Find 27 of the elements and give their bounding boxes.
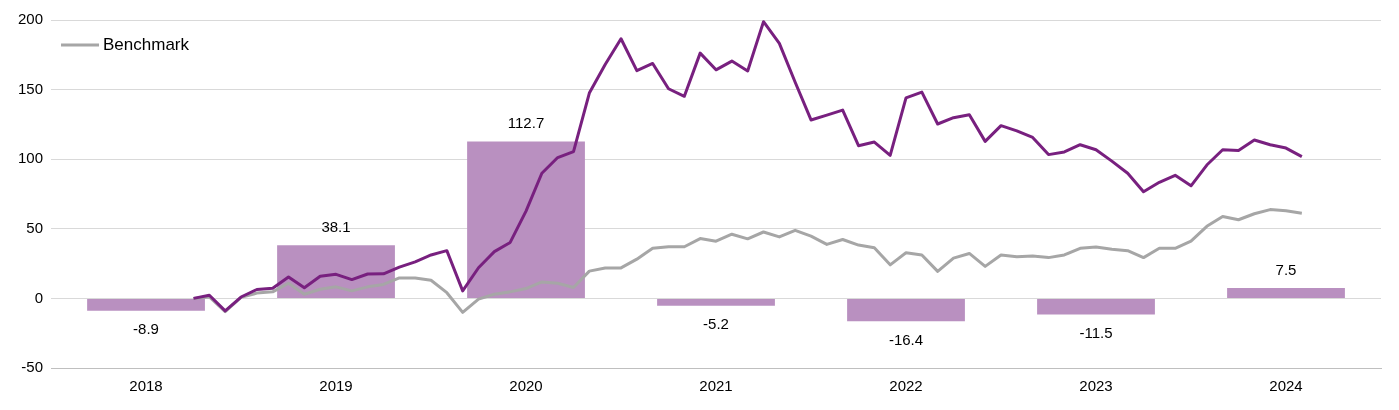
bar [657,298,775,306]
data-label: -11.5 [1079,324,1113,342]
data-label: -5.2 [703,315,729,333]
bar [1227,287,1345,298]
x-tick-label: 2021 [699,377,733,395]
y-tick-label: 200 [18,10,44,28]
y-tick-label: 100 [18,149,44,167]
y-tick-label: 50 [26,218,44,236]
data-label: 7.5 [1275,260,1297,278]
data-label: 38.1 [321,218,351,236]
x-tick-label: 2019 [319,377,353,395]
data-label: -16.4 [888,330,924,348]
x-tick-label: 2023 [1079,377,1113,395]
x-tick-label: 2018 [129,377,163,395]
x-tick-label: 2020 [509,377,543,395]
bar [87,298,205,311]
data-label: -8.9 [133,320,159,338]
x-tick-label: 2024 [1269,377,1303,395]
data-label: 112.7 [507,114,545,132]
legend-label: Benchmark [103,34,190,54]
bar [467,141,585,298]
bar [1037,298,1155,315]
bar [847,298,965,322]
y-tick-label: 150 [18,79,44,97]
y-tick-label: -50 [21,358,44,376]
x-tick-label: 2022 [889,377,923,395]
y-tick-label: 0 [34,288,44,306]
